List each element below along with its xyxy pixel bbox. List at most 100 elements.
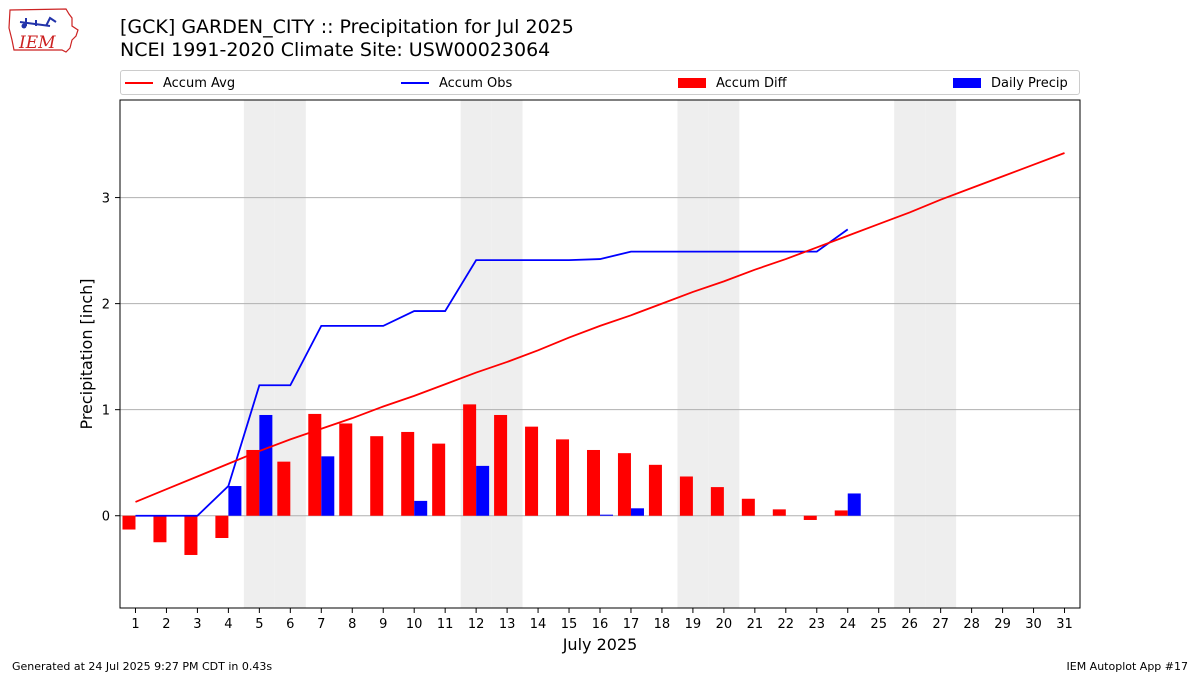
footer-app-id: IEM Autoplot App #17 (1066, 660, 1189, 673)
xtick-label-30: 30 (1025, 617, 1042, 632)
xtick-label-17: 17 (623, 617, 640, 632)
legend-label-daily-precip: Daily Precip (991, 75, 1068, 91)
xtick-label-12: 12 (468, 617, 485, 632)
weekend-shade-day-26 (894, 100, 926, 608)
ytick-label-3: 3 (102, 192, 110, 207)
xtick-label-19: 19 (685, 617, 702, 632)
bar-accum-diff-day-21 (741, 498, 755, 516)
xtick-label-7: 7 (317, 617, 325, 632)
xtick-label-31: 31 (1056, 617, 1073, 632)
bar-accum-diff-day-11 (432, 443, 446, 516)
xtick-label-15: 15 (561, 617, 578, 632)
iem-logo: IEM (8, 8, 79, 53)
xtick-label-18: 18 (654, 617, 671, 632)
bar-accum-diff-day-17 (617, 453, 631, 516)
bar-accum-diff-day-23 (803, 515, 817, 520)
weekend-shade-day-20 (708, 100, 740, 608)
xtick-label-9: 9 (379, 617, 387, 632)
xtick-label-6: 6 (286, 617, 294, 632)
line-accum-avg (135, 152, 1065, 503)
chart-subtitle: NCEI 1991-2020 Climate Site: USW00023064 (120, 39, 551, 61)
xtick-label-1: 1 (131, 617, 139, 632)
xtick-label-27: 27 (932, 617, 949, 632)
legend: Accum Avg Accum Obs Accum Diff Daily Pre… (120, 70, 1080, 95)
xtick-label-4: 4 (224, 617, 232, 632)
legend-swatch-accum-diff (678, 78, 706, 88)
legend-item-accum-diff: Accum Diff (678, 74, 787, 92)
bar-accum-diff-day-12 (463, 404, 477, 516)
xtick-label-21: 21 (747, 617, 764, 632)
bar-daily-precip-day-17 (630, 508, 644, 516)
chart-title: [GCK] GARDEN_CITY :: Precipitation for J… (120, 16, 574, 38)
bar-accum-diff-day-7 (308, 413, 322, 516)
bar-accum-diff-day-22 (772, 509, 786, 516)
bar-accum-diff-day-13 (494, 414, 508, 516)
bar-accum-diff-day-3 (184, 515, 198, 555)
legend-item-daily-precip: Daily Precip (953, 74, 1068, 92)
xtick-label-26: 26 (901, 617, 918, 632)
ytick-label-2: 2 (102, 298, 110, 313)
bar-daily-precip-day-12 (476, 465, 490, 516)
xtick-label-14: 14 (530, 617, 547, 632)
xtick-label-5: 5 (255, 617, 263, 632)
bar-accum-diff-day-15 (556, 439, 570, 516)
xtick-label-16: 16 (592, 617, 609, 632)
legend-swatch-accum-obs (401, 82, 429, 84)
xtick-label-22: 22 (778, 617, 795, 632)
legend-swatch-accum-avg (125, 82, 153, 84)
weekend-shade-day-13 (491, 100, 523, 608)
bar-accum-diff-day-20 (710, 487, 724, 516)
bar-accum-diff-day-14 (525, 426, 539, 516)
legend-label-accum-obs: Accum Obs (439, 75, 513, 91)
xtick-label-8: 8 (348, 617, 356, 632)
legend-label-accum-avg: Accum Avg (163, 75, 236, 91)
bar-accum-diff-day-24 (834, 510, 848, 516)
bar-accum-diff-day-2 (153, 515, 167, 543)
footer-generated: Generated at 24 Jul 2025 9:27 PM CDT in … (12, 660, 273, 673)
bar-daily-precip-day-24 (847, 493, 861, 516)
weekend-shade-day-6 (274, 100, 306, 608)
xtick-label-20: 20 (716, 617, 733, 632)
bar-accum-diff-day-8 (339, 423, 353, 516)
y-axis-label: Precipitation [inch] (77, 278, 96, 429)
ytick-label-0: 0 (102, 510, 110, 525)
bar-daily-precip-day-10 (414, 500, 428, 516)
bar-accum-diff-day-10 (401, 431, 415, 516)
line-accum-obs (135, 228, 849, 517)
xtick-label-10: 10 (406, 617, 423, 632)
xtick-label-29: 29 (994, 617, 1011, 632)
bar-daily-precip-day-5 (259, 414, 273, 516)
xtick-label-25: 25 (870, 617, 887, 632)
weekend-shade-day-27 (925, 100, 957, 608)
bar-daily-precip-day-16 (600, 514, 614, 516)
xtick-label-3: 3 (193, 617, 201, 632)
weekend-shade-day-12 (460, 100, 492, 608)
x-axis-label: July 2025 (562, 635, 638, 654)
bar-daily-precip-day-4 (228, 486, 242, 516)
legend-swatch-daily-precip (953, 78, 981, 88)
bar-accum-diff-day-1 (122, 515, 136, 530)
weekend-shade-day-19 (677, 100, 709, 608)
bar-daily-precip-day-7 (321, 456, 335, 516)
bar-accum-diff-day-16 (586, 449, 600, 516)
bar-accum-diff-day-5 (246, 449, 260, 516)
bar-accum-diff-day-9 (370, 436, 384, 516)
xtick-label-2: 2 (162, 617, 170, 632)
legend-item-accum-obs: Accum Obs (401, 74, 512, 92)
xtick-label-23: 23 (809, 617, 826, 632)
bar-accum-diff-day-18 (648, 464, 662, 516)
xtick-label-13: 13 (499, 617, 516, 632)
xtick-label-24: 24 (839, 617, 856, 632)
bar-accum-diff-day-6 (277, 461, 291, 516)
xtick-label-28: 28 (963, 617, 980, 632)
legend-label-accum-diff: Accum Diff (716, 75, 787, 91)
weather-station-icon (19, 16, 57, 27)
legend-item-accum-avg: Accum Avg (125, 74, 235, 92)
xtick-label-11: 11 (437, 617, 454, 632)
weekend-shade-day-5 (243, 100, 275, 608)
bar-accum-diff-day-4 (215, 515, 229, 539)
logo-text: IEM (18, 33, 56, 53)
ytick-label-1: 1 (102, 404, 110, 419)
bar-accum-diff-day-19 (679, 476, 693, 516)
